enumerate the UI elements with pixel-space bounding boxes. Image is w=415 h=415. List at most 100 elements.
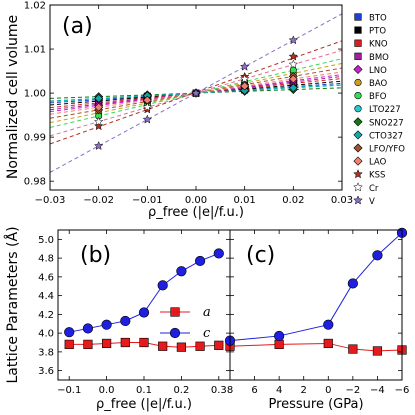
data-point-c: [157, 280, 168, 291]
panel-a: −0.03 −0.02 −0.01 0.00 0.01 0.02 0.03 0.98 0.99 1…: [5, 1, 405, 221]
data-point-c: [213, 248, 224, 259]
panel-c-frame: [229, 229, 403, 381]
panel-b-ticks: −0.1 0.0 0.1 0.2 0.3 3.6 3.8 4.0 4.2 4.4 4.6 4.8 5.0: [38, 230, 230, 396]
legend-marker: [170, 307, 180, 317]
panel-b-ylabel: Lattice Parameters (Å): [4, 226, 21, 383]
data-point-c: [274, 330, 285, 342]
x-tick-label: 6: [251, 385, 257, 396]
y-tick-label: 0.98: [24, 177, 46, 188]
legend-label: KNO: [369, 40, 388, 50]
legend-marker: [354, 39, 362, 47]
x-tick-label: −0.02: [83, 195, 114, 206]
data-point-c: [82, 323, 94, 334]
data-point-a: [195, 341, 205, 351]
legend-marker: [353, 143, 363, 153]
panel-a-legend: BTO PTO KNO BMO LNO BAO BFO LTO227 SNO227 CTO327 L…: [353, 13, 405, 207]
x-tick-label: 0.2: [173, 385, 189, 396]
legend-label: a: [203, 305, 211, 320]
data-point-cr: [93, 116, 104, 126]
data-point-cto327: [94, 93, 104, 103]
legend-label: BTO: [369, 14, 387, 24]
legend-marker: [354, 105, 362, 113]
panel-b-xlabel: ρ_free (|e|/f.u.): [96, 397, 192, 412]
data-point-a: [372, 346, 383, 356]
y-tick-label: 3.6: [38, 366, 54, 377]
legend-label: BMO: [369, 53, 389, 63]
data-point-a: [348, 344, 358, 354]
legend-marker: [353, 182, 363, 192]
series-line-c: [229, 232, 403, 342]
y-tick-label: 4.0: [38, 329, 54, 340]
data-point-cto327: [288, 83, 298, 93]
x-tick-label: −6: [395, 385, 410, 396]
x-tick-label: 0.03: [331, 195, 353, 206]
x-tick-label: 0: [325, 385, 331, 396]
panel-a-ticks: −0.03 −0.02 −0.01 0.00 0.01 0.02 0.03 0.98 0.99 1…: [24, 1, 353, 207]
data-point-c: [372, 250, 383, 261]
panel-b-markers: [64, 248, 224, 352]
data-point-c: [176, 266, 187, 277]
x-tick-label: 0.3: [211, 385, 227, 396]
legend-marker: [353, 156, 363, 166]
x-tick-label: 0.1: [136, 385, 152, 396]
data-point-cr: [239, 74, 250, 84]
data-point-cr: [142, 102, 153, 112]
data-point-cr: [288, 59, 299, 69]
y-tick-label: 5.0: [38, 235, 54, 246]
legend-label: CTO327: [369, 131, 403, 141]
y-tick-label: 4.4: [38, 291, 54, 302]
data-point-v: [93, 140, 104, 150]
legend-label: PTO: [369, 27, 386, 37]
y-tick-label: 1.00: [24, 89, 46, 100]
legend-label: c: [203, 326, 211, 341]
legend-label: LAO: [369, 158, 387, 168]
data-point-v: [288, 35, 299, 45]
x-tick-label: 2: [301, 385, 307, 396]
data-point-c: [101, 319, 112, 330]
legend-label: KSS: [369, 171, 385, 181]
x-tick-label: −2: [345, 385, 360, 396]
x-tick-label: −0.01: [132, 195, 163, 206]
panel-a-xlabel: ρ_free (|e|/f.u.): [148, 205, 244, 220]
legend-label: BAO: [369, 79, 387, 89]
panel-c: 8 6 4 2 0 −2 −4 −6 (c) Pressure (GPa): [224, 227, 410, 412]
legend-marker: [354, 52, 362, 60]
legend-marker: [353, 64, 363, 74]
data-point-c: [323, 319, 334, 330]
legend-label: SNO227: [369, 118, 404, 128]
data-point-a: [214, 340, 224, 350]
data-point-a: [274, 339, 284, 349]
data-point-a: [323, 338, 333, 349]
data-point-kss: [93, 121, 104, 131]
x-tick-label: −0.03: [35, 195, 66, 206]
y-tick-label: 4.6: [38, 272, 54, 283]
data-point-a: [139, 337, 149, 348]
data-point-c: [64, 327, 75, 338]
legend-label: LNO: [369, 66, 387, 76]
legend-label: BFO: [369, 92, 387, 102]
data-point-a: [83, 339, 93, 349]
data-point-a: [64, 339, 74, 349]
legend-label: LTO227: [369, 105, 401, 115]
panel-c-ticks: 8 6 4 2 0 −2 −4 −6: [227, 230, 410, 396]
data-point-c: [347, 278, 358, 289]
data-point-v: [191, 88, 201, 98]
data-point-c: [194, 255, 206, 267]
y-tick-label: 4.2: [38, 310, 54, 321]
legend-marker: [169, 327, 181, 339]
x-tick-label: 0.0: [99, 385, 115, 396]
y-tick-label: 3.8: [38, 347, 54, 358]
x-tick-label: −4: [370, 385, 385, 396]
data-point-v: [239, 61, 250, 71]
data-point-lao: [288, 74, 298, 84]
x-tick-label: 4: [276, 385, 282, 396]
x-tick-label: 0.01: [234, 195, 256, 206]
x-tick-label: 8: [227, 385, 233, 396]
data-point-lao: [240, 81, 250, 91]
panel-b: −0.1 0.0 0.1 0.2 0.3 3.6 3.8 4.0 4.2 4.4 4.6 4.8 5.0…: [4, 226, 231, 412]
legend-marker: [354, 78, 362, 87]
legend-marker: [353, 130, 363, 140]
legend-label: V: [369, 197, 375, 207]
panel-a-markers: [93, 35, 299, 150]
